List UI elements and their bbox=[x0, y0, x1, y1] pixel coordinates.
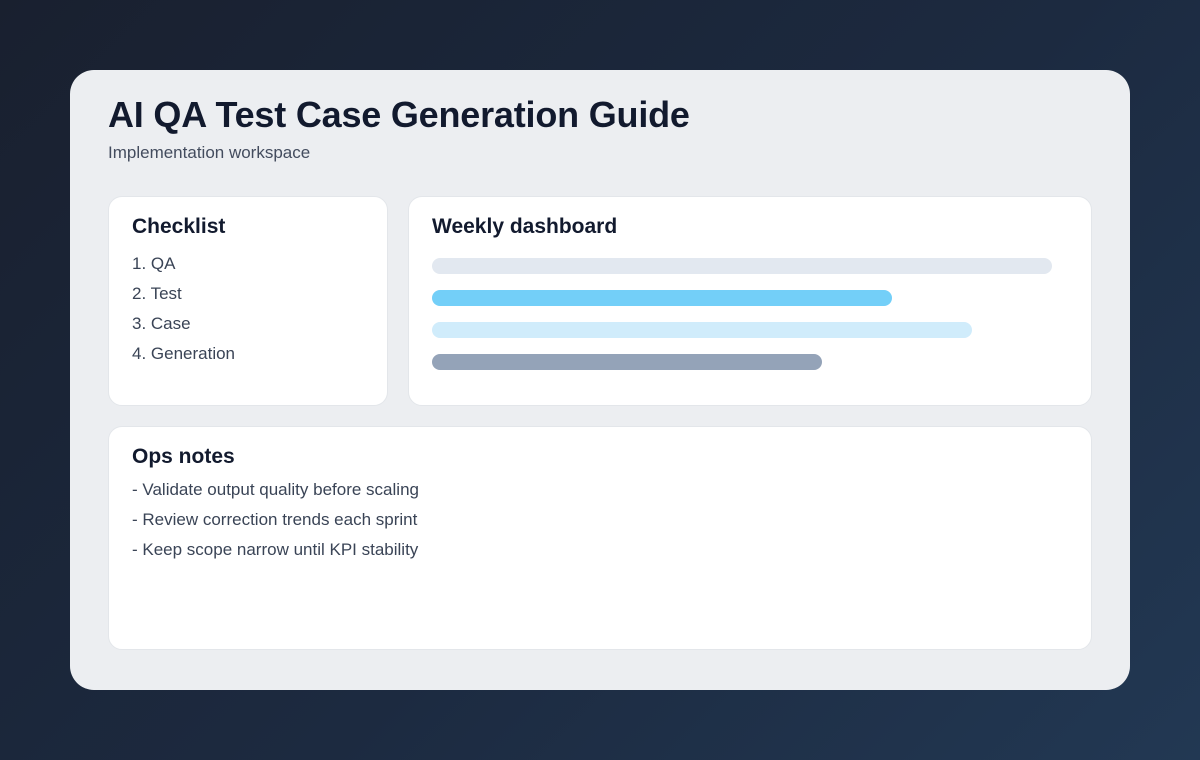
weekly-dashboard-panel: Weekly dashboard bbox=[408, 196, 1092, 406]
checklist-item: 3. Case bbox=[132, 314, 191, 333]
dashboard-bar bbox=[432, 290, 892, 306]
dashboard-bar bbox=[432, 322, 972, 338]
dashboard-bar bbox=[432, 354, 822, 370]
note-item: - Review correction trends each sprint bbox=[132, 510, 418, 529]
guide-card: AI QA Test Case Generation Guide Impleme… bbox=[70, 70, 1130, 690]
ops-notes-panel: Ops notes - Validate output quality befo… bbox=[108, 426, 1092, 650]
checklist-title: Checklist bbox=[132, 215, 226, 238]
notes-title: Ops notes bbox=[132, 445, 235, 468]
checklist-item: 1. QA bbox=[132, 254, 176, 273]
page-subtitle: Implementation workspace bbox=[108, 143, 311, 162]
dashboard-bar bbox=[432, 258, 1052, 274]
checklist-list: 1. QA 2. Test 3. Case 4. Generation bbox=[132, 253, 235, 373]
checklist-panel: Checklist 1. QA 2. Test 3. Case 4. Gener… bbox=[108, 196, 388, 406]
dashboard-title: Weekly dashboard bbox=[432, 215, 618, 238]
checklist-item: 2. Test bbox=[132, 284, 182, 303]
notes-list: - Validate output quality before scaling… bbox=[132, 479, 419, 569]
note-item: - Validate output quality before scaling bbox=[132, 480, 419, 499]
note-item: - Keep scope narrow until KPI stability bbox=[132, 540, 419, 559]
page-title: AI QA Test Case Generation Guide bbox=[108, 94, 690, 135]
checklist-item: 4. Generation bbox=[132, 344, 236, 363]
